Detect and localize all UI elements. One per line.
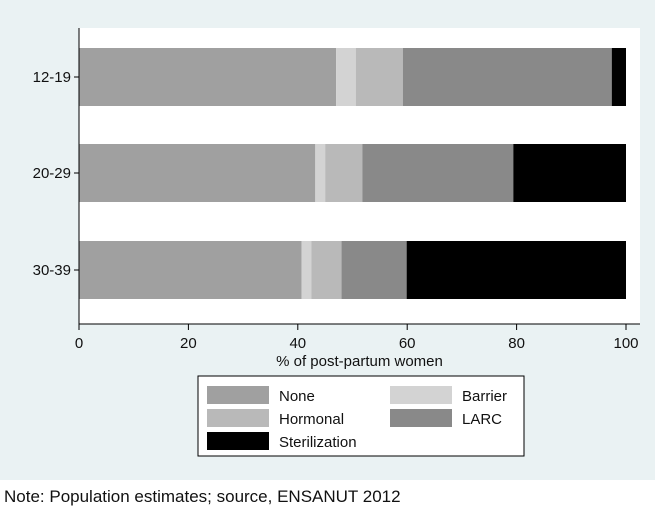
bar-hormonal-30-39 bbox=[311, 241, 342, 299]
x-tick-label: 100 bbox=[613, 335, 638, 352]
x-tick-label: 20 bbox=[180, 335, 197, 352]
y-tick-label: 30-39 bbox=[33, 262, 71, 279]
x-tick-label: 40 bbox=[289, 335, 306, 352]
bar-barrier-12-19 bbox=[336, 48, 356, 106]
bar-larc-12-19 bbox=[402, 48, 612, 106]
chart-note: Note: Population estimates; source, ENSA… bbox=[4, 487, 401, 506]
bar-barrier-20-29 bbox=[315, 144, 326, 202]
legend-label-none: None bbox=[279, 388, 315, 405]
legend-swatch-none bbox=[207, 386, 269, 404]
bar-sterilization-20-29 bbox=[513, 144, 626, 202]
bar-barrier-30-39 bbox=[301, 241, 312, 299]
chart-figure: 12-19 20-29 30-39 0 20 40 60 80 100 % of post-par… bbox=[0, 0, 655, 480]
bar-hormonal-20-29 bbox=[325, 144, 363, 202]
x-axis-title: % of post-partum women bbox=[276, 353, 443, 370]
legend-swatch-larc bbox=[390, 409, 452, 427]
bar-larc-30-39 bbox=[341, 241, 407, 299]
y-tick-label: 12-19 bbox=[33, 69, 71, 86]
bar-none-30-39 bbox=[79, 241, 302, 299]
x-tick-label: 80 bbox=[508, 335, 525, 352]
legend-label-larc: LARC bbox=[462, 411, 502, 428]
legend-label-hormonal: Hormonal bbox=[279, 411, 344, 428]
bar-larc-20-29 bbox=[362, 144, 514, 202]
legend-label-barrier: Barrier bbox=[462, 388, 507, 405]
legend-swatch-hormonal bbox=[207, 409, 269, 427]
bar-hormonal-12-19 bbox=[355, 48, 403, 106]
x-tick-label: 0 bbox=[75, 335, 83, 352]
bar-none-12-19 bbox=[79, 48, 337, 106]
bar-none-20-29 bbox=[79, 144, 316, 202]
legend-swatch-barrier bbox=[390, 386, 452, 404]
bar-sterilization-12-19 bbox=[611, 48, 626, 106]
stacked-bar-chart: 12-19 20-29 30-39 0 20 40 60 80 100 % of post-par… bbox=[33, 28, 640, 457]
y-tick-label: 20-29 bbox=[33, 165, 71, 182]
legend-swatch-sterilization bbox=[207, 432, 269, 450]
x-tick-label: 60 bbox=[399, 335, 416, 352]
bar-sterilization-30-39 bbox=[406, 241, 626, 299]
legend-label-sterilization: Sterilization bbox=[279, 434, 357, 451]
